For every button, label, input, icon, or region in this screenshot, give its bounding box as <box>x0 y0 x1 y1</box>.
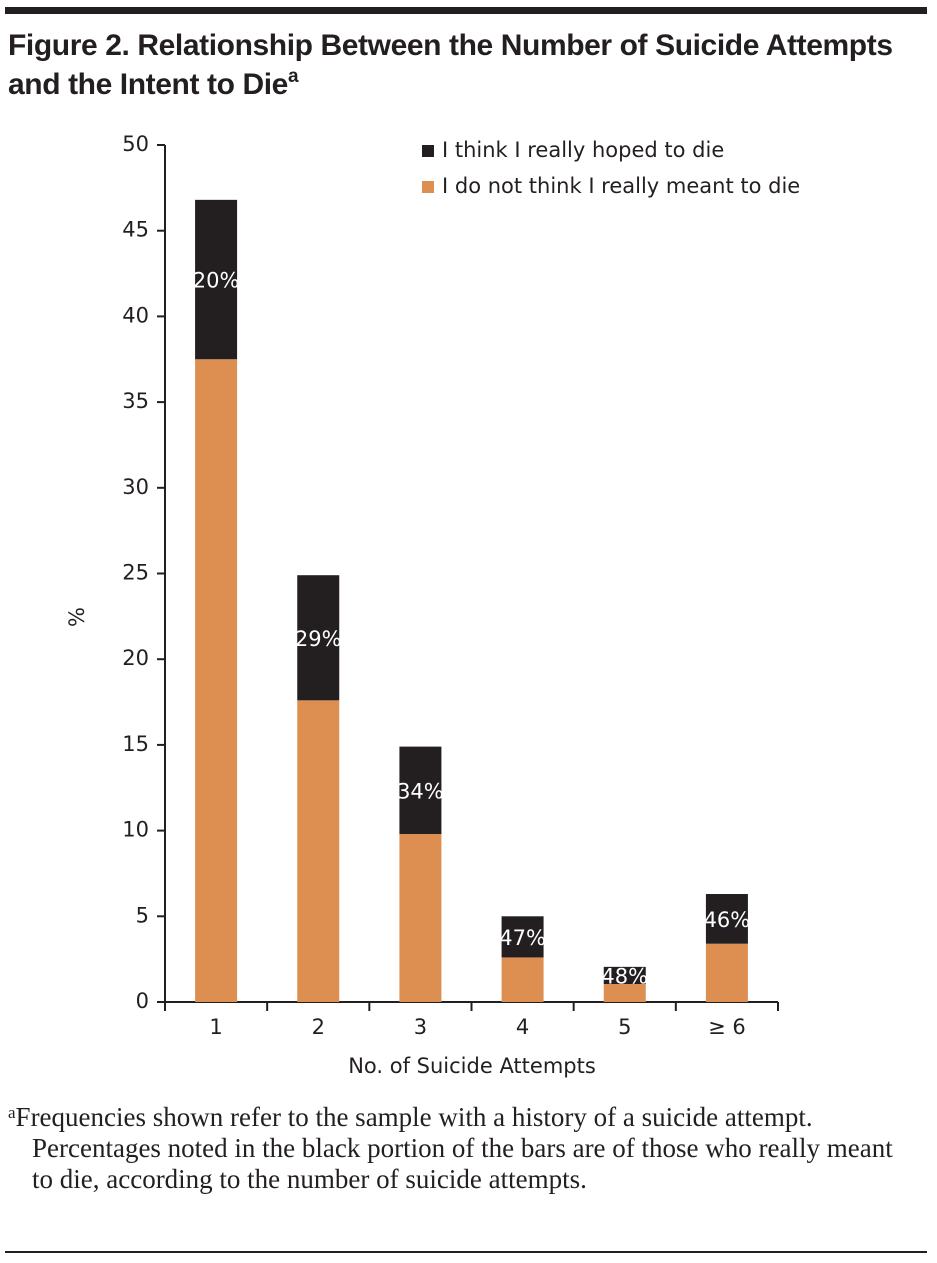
segment-label: 48% <box>601 964 648 988</box>
x-tick-label: 3 <box>414 1015 427 1039</box>
x-tick-label: 4 <box>516 1015 529 1039</box>
y-tick-label: 20 <box>122 646 149 670</box>
figure-title: Figure 2. Relationship Between the Numbe… <box>8 26 908 104</box>
bottom-rule <box>5 1251 927 1253</box>
y-tick-label: 10 <box>122 818 149 842</box>
x-tick-label: 2 <box>312 1015 325 1039</box>
segment-label: 46% <box>704 908 751 932</box>
bar-segment <box>603 966 646 985</box>
bar-segment <box>297 575 340 701</box>
title-text: Figure 2. Relationship Between the Numbe… <box>8 29 893 101</box>
x-tick-label: ≥ 6 <box>708 1015 746 1039</box>
bar-segment <box>195 199 238 360</box>
bar-segment <box>501 916 544 958</box>
y-tick-label: 35 <box>122 389 149 413</box>
segment-label: 20% <box>193 269 240 293</box>
segment-label: 47% <box>499 926 546 950</box>
y-tick-label: 45 <box>122 218 149 242</box>
top-rule <box>5 7 927 14</box>
y-tick-label: 0 <box>136 989 149 1013</box>
y-axis-label: % <box>65 607 89 627</box>
segment-label: 34% <box>397 779 444 803</box>
legend-label: I do not think I really meant to die <box>442 174 800 198</box>
x-tick-label: 5 <box>618 1015 631 1039</box>
legend-label: I think I really hoped to die <box>442 138 724 162</box>
bar-segment <box>399 746 442 835</box>
legend-swatch <box>422 145 434 157</box>
bar-segment <box>705 894 748 944</box>
footnote-text: Frequencies shown refer to the sample wi… <box>15 1102 893 1194</box>
title-note-marker: a <box>287 66 299 87</box>
x-tick-label: 1 <box>209 1015 222 1039</box>
footnote-marker: a <box>8 1103 16 1122</box>
bar-segment <box>501 957 544 1002</box>
y-tick-label: 15 <box>122 732 149 756</box>
x-axis-label: No. of Suicide Attempts <box>348 1054 596 1078</box>
bar-segment <box>705 943 748 1002</box>
bar-segment <box>297 700 340 1002</box>
y-tick-label: 5 <box>136 903 149 927</box>
segment-label: 29% <box>295 627 342 651</box>
legend-swatch <box>422 181 434 193</box>
bar-segment <box>399 834 442 1002</box>
y-tick-label: 25 <box>122 561 149 585</box>
footnote: aFrequencies shown refer to the sample w… <box>8 1102 913 1195</box>
bar-segment <box>195 359 238 1002</box>
y-tick-label: 30 <box>122 475 149 499</box>
y-tick-label: 50 <box>122 132 149 156</box>
y-tick-label: 40 <box>122 303 149 327</box>
bar-segment <box>603 984 646 1002</box>
